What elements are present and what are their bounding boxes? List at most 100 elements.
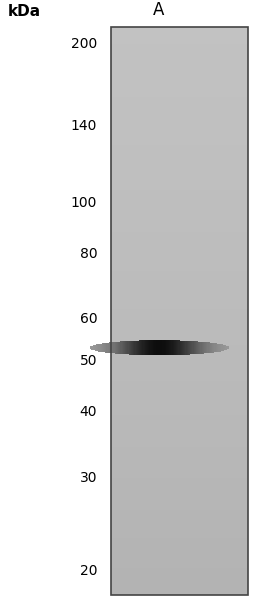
Bar bbox=[111, 279, 248, 281]
Bar bbox=[111, 39, 248, 41]
Bar bbox=[111, 75, 248, 77]
Bar bbox=[111, 226, 248, 228]
Bar bbox=[145, 340, 146, 355]
Bar bbox=[111, 217, 248, 219]
Bar bbox=[111, 287, 248, 289]
Bar bbox=[220, 344, 222, 351]
Bar bbox=[97, 344, 99, 351]
Bar bbox=[111, 29, 248, 32]
Bar bbox=[111, 298, 248, 300]
Bar bbox=[91, 346, 93, 350]
Bar bbox=[111, 160, 248, 162]
Bar bbox=[135, 340, 137, 355]
Bar bbox=[111, 485, 248, 487]
Bar bbox=[111, 394, 248, 396]
Bar bbox=[111, 523, 248, 525]
Bar bbox=[138, 340, 139, 355]
Bar bbox=[111, 243, 248, 245]
Bar bbox=[111, 337, 248, 340]
Bar bbox=[100, 344, 101, 352]
Bar bbox=[111, 307, 248, 310]
Bar bbox=[156, 340, 158, 355]
Bar bbox=[111, 254, 248, 257]
Bar bbox=[216, 343, 217, 352]
Bar bbox=[119, 342, 121, 354]
Text: 200: 200 bbox=[71, 37, 97, 51]
Bar bbox=[111, 326, 248, 329]
Bar bbox=[111, 162, 248, 164]
Bar bbox=[111, 508, 248, 510]
Bar bbox=[111, 27, 248, 595]
Bar bbox=[111, 585, 248, 587]
Bar bbox=[111, 313, 248, 315]
Bar bbox=[111, 481, 248, 484]
Bar bbox=[120, 342, 122, 354]
Bar bbox=[111, 277, 248, 279]
Bar bbox=[111, 105, 248, 107]
Bar bbox=[111, 118, 248, 121]
Bar bbox=[111, 339, 248, 342]
Bar bbox=[226, 346, 228, 350]
Bar bbox=[111, 63, 248, 66]
Bar bbox=[111, 179, 248, 181]
Bar bbox=[111, 468, 248, 470]
Bar bbox=[111, 234, 248, 236]
Bar bbox=[111, 489, 248, 491]
Bar bbox=[125, 341, 126, 354]
Bar bbox=[111, 145, 248, 147]
Bar bbox=[111, 436, 248, 439]
Bar bbox=[111, 37, 248, 39]
Bar bbox=[111, 321, 248, 323]
Bar bbox=[111, 533, 248, 535]
Bar bbox=[111, 148, 248, 151]
Bar bbox=[111, 497, 248, 499]
Bar bbox=[111, 167, 248, 170]
Bar bbox=[111, 134, 248, 136]
Bar bbox=[111, 182, 248, 185]
Bar bbox=[111, 311, 248, 314]
Bar bbox=[111, 379, 248, 382]
Bar bbox=[111, 534, 248, 537]
Bar bbox=[111, 451, 248, 453]
Bar bbox=[167, 340, 168, 355]
Bar bbox=[111, 440, 248, 442]
Bar bbox=[159, 340, 160, 355]
Bar bbox=[111, 487, 248, 489]
Bar bbox=[111, 544, 248, 546]
Bar bbox=[215, 343, 216, 353]
Bar bbox=[168, 340, 169, 355]
Bar bbox=[111, 498, 248, 501]
Bar bbox=[175, 340, 176, 355]
Bar bbox=[131, 341, 132, 354]
Bar bbox=[162, 340, 164, 355]
Bar bbox=[111, 538, 248, 540]
Bar bbox=[111, 50, 248, 52]
Bar bbox=[111, 135, 248, 138]
Bar bbox=[111, 98, 248, 100]
Text: 40: 40 bbox=[80, 405, 97, 419]
Bar bbox=[111, 366, 248, 368]
Bar bbox=[176, 340, 178, 355]
Bar bbox=[111, 434, 248, 436]
Bar bbox=[111, 239, 248, 242]
Text: 100: 100 bbox=[71, 196, 97, 209]
Bar bbox=[111, 48, 248, 51]
Bar bbox=[111, 576, 248, 578]
Bar bbox=[111, 406, 248, 408]
Bar bbox=[111, 334, 248, 336]
Bar bbox=[177, 340, 179, 355]
Bar bbox=[111, 526, 248, 529]
Bar bbox=[111, 290, 248, 293]
Bar bbox=[111, 474, 248, 476]
Bar bbox=[111, 328, 248, 331]
Bar bbox=[111, 224, 248, 226]
Bar bbox=[217, 343, 218, 352]
Bar bbox=[204, 342, 206, 353]
Bar bbox=[199, 342, 201, 354]
Bar bbox=[111, 296, 248, 298]
Bar bbox=[111, 92, 248, 94]
Bar bbox=[111, 342, 113, 353]
Bar bbox=[102, 343, 103, 352]
Bar bbox=[111, 258, 248, 260]
Bar bbox=[126, 341, 128, 354]
